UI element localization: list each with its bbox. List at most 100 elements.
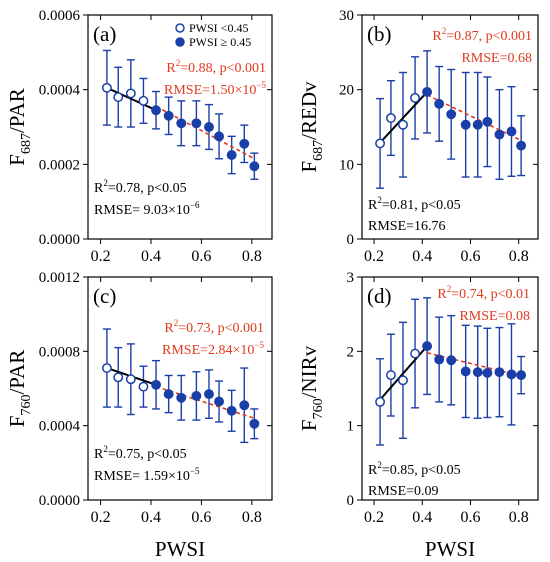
marker-filled: [239, 400, 250, 411]
y-axis-label-subscript: 687: [19, 133, 34, 154]
r-symbol: R: [166, 61, 176, 76]
marker-filled: [422, 341, 433, 352]
y-tick-label: 0.0000: [39, 232, 80, 248]
r-symbol: R: [368, 463, 378, 478]
x-tick-label: 0.6: [460, 248, 480, 265]
rmse-exponent: −6: [190, 200, 200, 210]
marker-filled: [191, 390, 202, 401]
legend-label-open: PWSI <0.45: [189, 21, 248, 35]
stats-low-rmse: RMSE= 9.03×10−6: [94, 200, 200, 218]
y-axis-label-main: F: [5, 416, 29, 428]
plot-frame: [361, 276, 539, 501]
stats-high-r2: R2=0.73, p<0.001: [164, 318, 264, 336]
stats-high-r2: R2=0.87, p<0.001: [432, 26, 532, 44]
r-squared-exponent: 2: [377, 195, 382, 205]
r-symbol: R: [437, 287, 447, 302]
fit-line-high: [155, 105, 255, 160]
stats-low-r2: R2=0.75, p<0.05: [94, 444, 187, 462]
stats-low-r2: R2=0.81, p<0.05: [368, 195, 461, 213]
marker-filled: [214, 131, 225, 142]
marker-filled: [163, 389, 174, 400]
marker-open: [138, 95, 149, 106]
y-axis-label-rest: /PAR: [5, 350, 29, 395]
plot-frame: [87, 14, 273, 240]
r-symbol: R: [432, 29, 442, 44]
y-tick-label: 0.0002: [39, 157, 80, 173]
marker-filled: [434, 98, 445, 109]
y-axis-label: F760/NIRv: [297, 345, 326, 431]
y-tick-label: 0.0008: [39, 344, 80, 360]
r2-value: =0.87, p<0.001: [446, 29, 532, 44]
y-axis-label: F687/REDv: [297, 81, 326, 173]
plot-frame: [87, 276, 273, 501]
y-tick-label: 1: [347, 419, 355, 435]
panel-label: (c): [93, 284, 116, 308]
x-tick-label: 0.2: [364, 248, 384, 265]
legend-marker-open: [175, 23, 185, 33]
marker-filled: [446, 109, 457, 120]
marker-filled: [204, 122, 214, 132]
marker-filled: [494, 367, 505, 378]
stats-high-rmse: RMSE=0.68: [461, 51, 532, 66]
marker-filled: [176, 392, 187, 403]
rmse-value: RMSE=0.08: [459, 309, 530, 324]
r-squared-exponent: 2: [176, 58, 181, 68]
x-tick-label: 0.8: [242, 248, 262, 265]
marker-filled: [239, 138, 250, 149]
panel-label: (a): [93, 22, 116, 46]
marker-filled: [506, 126, 517, 137]
x-tick-label: 0.8: [509, 509, 529, 526]
marker-filled: [482, 116, 493, 127]
marker-filled: [226, 405, 237, 416]
rmse-value: RMSE= 1.59×10: [94, 469, 190, 484]
marker-open: [113, 92, 124, 103]
y-axis-label: F687/PAR: [5, 88, 34, 165]
marker-filled: [472, 119, 483, 130]
legend-marker-filled: [175, 37, 185, 47]
r-squared-exponent: 2: [103, 444, 108, 454]
x-tick-label: 0.4: [412, 509, 432, 526]
r-symbol: R: [94, 181, 104, 196]
marker-filled: [176, 118, 187, 129]
r2-value: =0.78, p<0.05: [108, 181, 187, 196]
y-tick-label: 20: [339, 83, 354, 99]
r-squared-exponent: 2: [174, 318, 179, 328]
marker-filled: [460, 119, 471, 130]
marker-filled: [494, 129, 505, 140]
stats-high-rmse: RMSE=1.50×10−5: [164, 80, 266, 98]
marker-filled: [422, 86, 433, 97]
stats-low-rmse: RMSE=16.76: [368, 219, 446, 234]
x-axis-label: PWSI: [425, 537, 475, 561]
rmse-value: RMSE=2.84×10: [162, 343, 254, 358]
marker-filled: [249, 418, 260, 429]
marker-filled: [191, 118, 202, 129]
y-tick-label: 0.0012: [39, 270, 80, 286]
x-tick-label: 0.2: [91, 509, 111, 526]
stats-high-rmse: RMSE=0.08: [459, 309, 530, 324]
x-tick-label: 0.6: [460, 509, 480, 526]
rmse-exponent: −5: [254, 340, 264, 350]
y-tick-label: 10: [339, 157, 354, 173]
r-squared-exponent: 2: [103, 178, 108, 188]
y-axis-label-rest: /PAR: [5, 88, 29, 133]
marker-filled: [516, 140, 527, 151]
marker-filled: [506, 369, 517, 380]
y-axis-label-main: F: [297, 419, 321, 431]
y-tick-label: 0.0004: [39, 419, 81, 435]
marker-filled: [226, 150, 237, 160]
marker-filled: [151, 379, 162, 390]
stats-high-rmse: RMSE=2.84×10−5: [162, 340, 264, 358]
x-tick-label: 0.2: [364, 509, 384, 526]
r-symbol: R: [368, 198, 378, 213]
y-axis-label-subscript: 760: [19, 395, 34, 416]
stats-low-r2: R2=0.78, p<0.05: [94, 178, 187, 196]
x-axis-label: PWSI: [155, 537, 205, 561]
y-tick-label: 3: [347, 270, 355, 286]
r2-value: =0.88, p<0.001: [180, 61, 266, 76]
plot-frame: [361, 14, 539, 240]
y-axis-label: F760/PAR: [5, 350, 34, 427]
rmse-exponent: −5: [256, 80, 266, 90]
r2-value: =0.75, p<0.05: [108, 447, 187, 462]
